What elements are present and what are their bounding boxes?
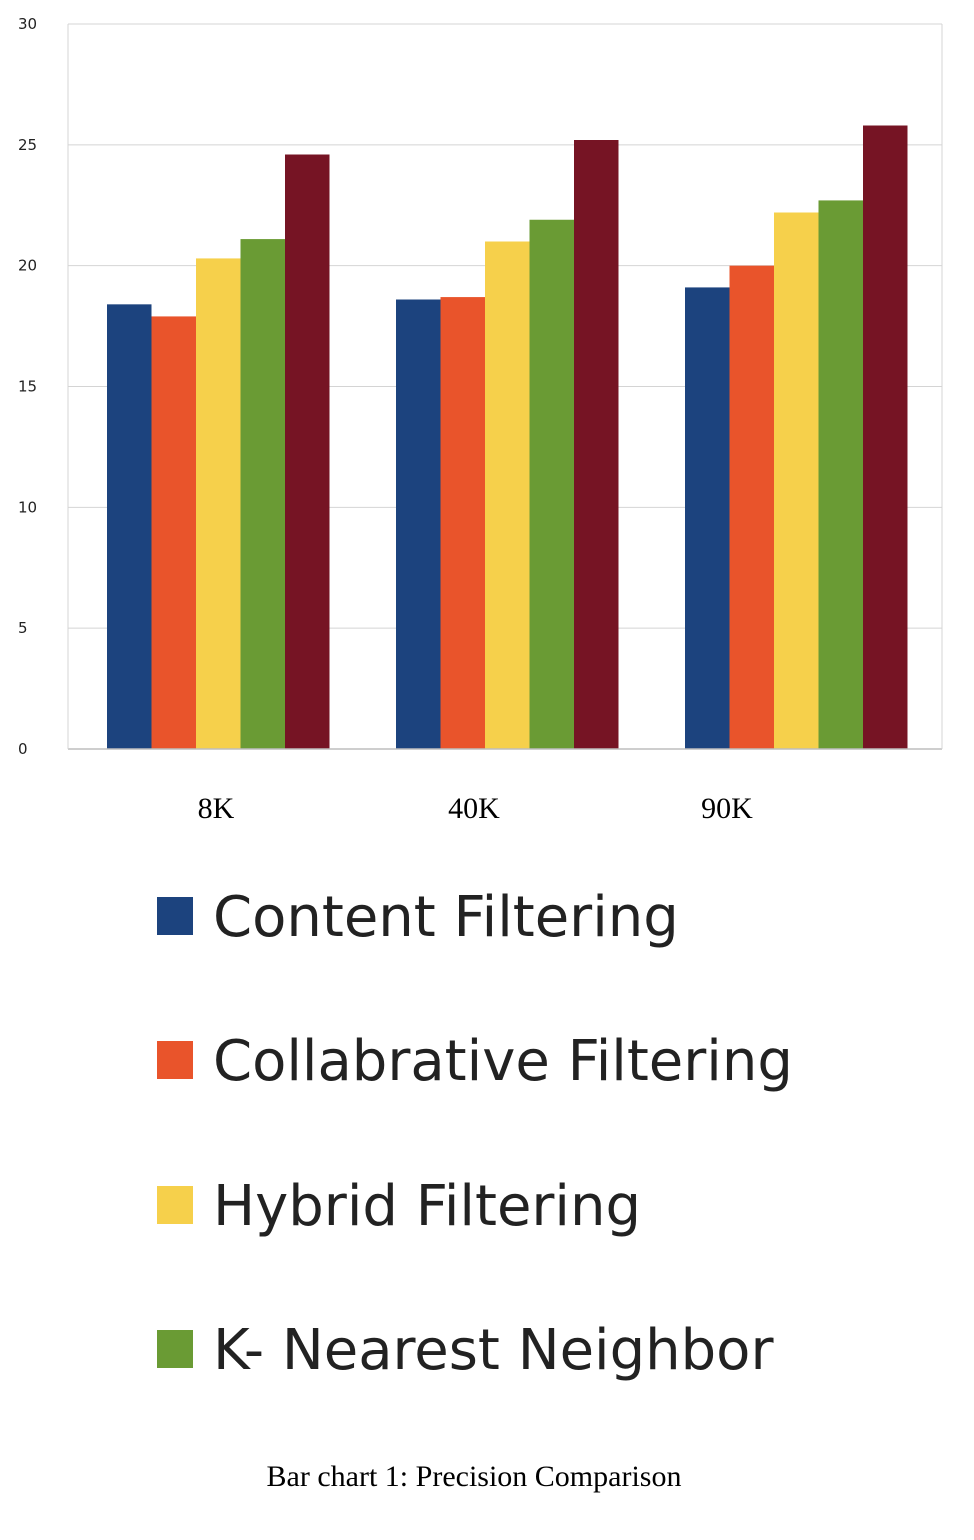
figure-caption: Bar chart 1: Precision Comparison xyxy=(267,1460,682,1493)
legend-swatch xyxy=(157,1186,193,1224)
bar xyxy=(729,265,774,749)
legend-label: Collabrative Filtering xyxy=(213,1029,793,1094)
bar xyxy=(818,200,863,749)
bar xyxy=(107,304,152,749)
legend-swatch xyxy=(157,897,193,935)
y-axis-ticks: 0 5 10 15 20 25 30 xyxy=(18,15,37,758)
y-tick-label: 15 xyxy=(18,378,37,396)
legend-label: Hybrid Filtering xyxy=(213,1174,641,1239)
y-tick-label: 25 xyxy=(18,136,37,154)
bar xyxy=(240,239,285,750)
y-tick-label: 10 xyxy=(18,498,37,516)
y-tick-label: 20 xyxy=(18,257,37,275)
x-category-label: 90K xyxy=(701,792,753,825)
bar xyxy=(196,258,241,749)
x-axis-categories: 8K 40K 90K xyxy=(198,792,754,825)
legend: Content Filtering Collabrative Filtering H… xyxy=(157,885,793,1383)
bar xyxy=(685,287,730,749)
bar xyxy=(440,297,485,749)
y-tick-label: 5 xyxy=(18,619,28,637)
legend-swatch xyxy=(157,1041,193,1079)
axes xyxy=(67,24,943,750)
bar xyxy=(774,212,819,749)
x-category-label: 40K xyxy=(448,792,500,825)
legend-label: K- Nearest Neighbor xyxy=(213,1318,774,1383)
bar xyxy=(396,299,441,749)
y-tick-label: 0 xyxy=(18,740,28,758)
bar xyxy=(151,316,196,749)
x-category-label: 8K xyxy=(198,792,235,825)
bar xyxy=(485,241,530,749)
bar xyxy=(574,140,619,749)
bar xyxy=(529,219,574,749)
bars xyxy=(107,125,908,750)
bar xyxy=(863,125,908,749)
y-tick-label: 30 xyxy=(18,15,37,33)
legend-label: Content Filtering xyxy=(213,885,679,950)
bar xyxy=(285,154,330,749)
legend-swatch xyxy=(157,1330,193,1368)
